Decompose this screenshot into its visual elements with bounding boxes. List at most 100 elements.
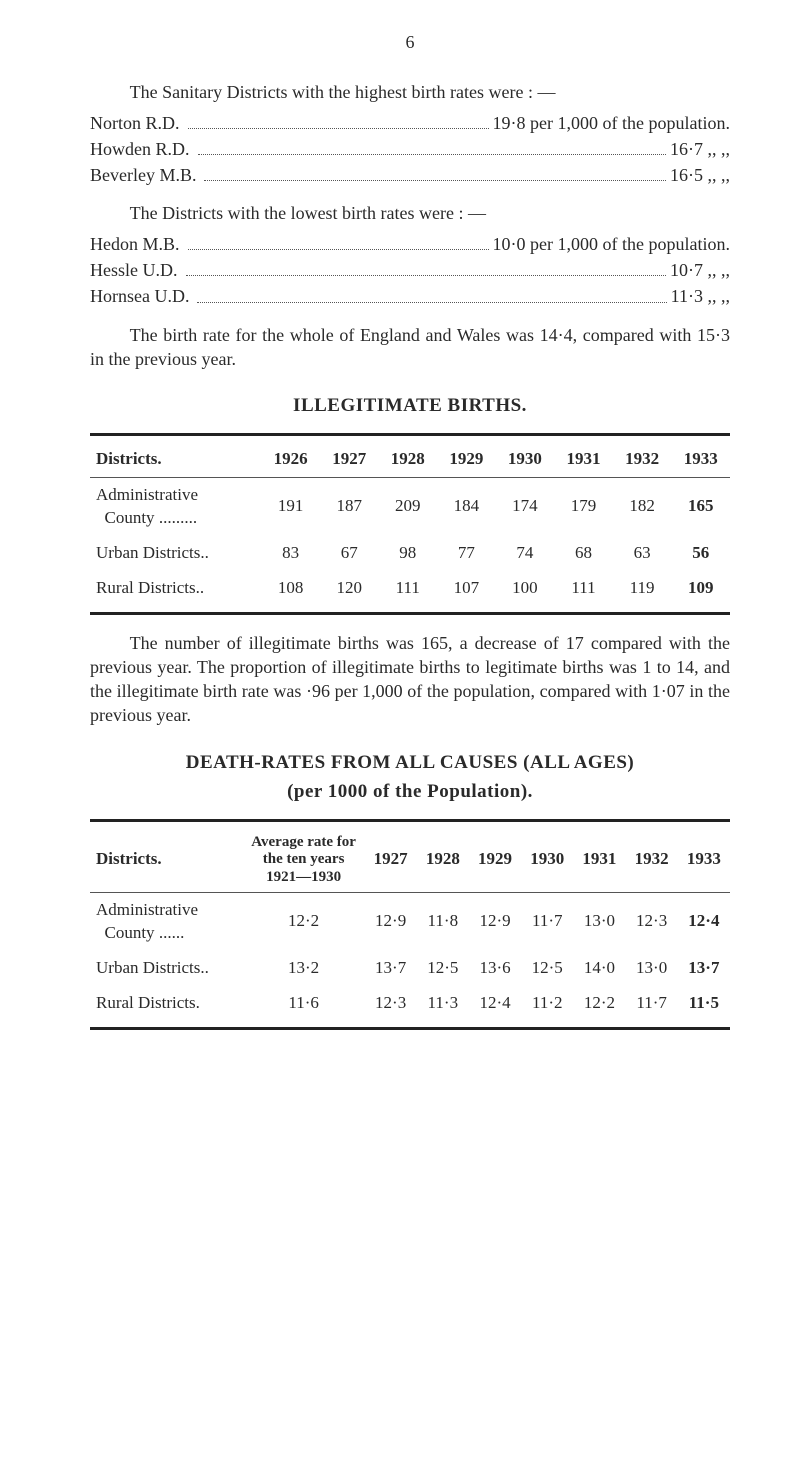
table-row: Administrative County ...... 12·2 12·9 1… bbox=[90, 892, 730, 950]
rule-thick bbox=[90, 433, 730, 436]
cell: 12·9 bbox=[469, 892, 521, 950]
rate-label: Hessle U.D. bbox=[90, 258, 182, 282]
page-number: 6 bbox=[90, 30, 730, 54]
col-header: Districts. bbox=[90, 442, 261, 477]
spacer bbox=[90, 621, 730, 631]
table-header-row: Districts. 1926 1927 1928 1929 1930 1931… bbox=[90, 442, 730, 477]
row-label-b: County bbox=[105, 923, 155, 942]
lowest-rates-list: Hedon M.B. 10·0 per 1,000 of the populat… bbox=[90, 232, 730, 309]
cell: 111 bbox=[554, 571, 613, 606]
row-label: Urban Districts.. bbox=[90, 951, 243, 986]
cell: 11·7 bbox=[521, 892, 573, 950]
cell-bold: 13·7 bbox=[678, 951, 730, 986]
row-label: Rural Districts. bbox=[90, 986, 243, 1021]
row-label-a: Administrative bbox=[96, 485, 198, 504]
col-header: 1930 bbox=[496, 442, 555, 477]
col-header: 1931 bbox=[554, 442, 613, 477]
cell: 11·6 bbox=[243, 986, 365, 1021]
col-header: 1927 bbox=[320, 442, 379, 477]
cell: 111 bbox=[378, 571, 437, 606]
cell: 12·5 bbox=[417, 951, 469, 986]
rate-label: Hornsea U.D. bbox=[90, 284, 193, 308]
cell: 182 bbox=[613, 477, 672, 535]
col-header: 1927 bbox=[365, 828, 417, 892]
leader-dots bbox=[186, 252, 667, 276]
rate-value: 16·7 ,, ,, bbox=[670, 137, 730, 161]
col-header: 1932 bbox=[613, 442, 672, 477]
cell: 11·7 bbox=[626, 986, 678, 1021]
col-header-bold: 1933 bbox=[678, 828, 730, 892]
row-label: Administrative County ......... bbox=[90, 477, 261, 535]
col-header: 1932 bbox=[626, 828, 678, 892]
cell: 11·3 bbox=[417, 986, 469, 1021]
table-illegitimate-births: Districts. 1926 1927 1928 1929 1930 1931… bbox=[90, 433, 730, 615]
rate-line: Hornsea U.D. 11·3 ,, ,, bbox=[90, 284, 730, 308]
cell: 13·6 bbox=[469, 951, 521, 986]
col-header: 1928 bbox=[417, 828, 469, 892]
rate-value: 16·5 ,, ,, bbox=[670, 163, 730, 187]
cell: 12·2 bbox=[243, 892, 365, 950]
cell: 12·9 bbox=[365, 892, 417, 950]
rate-label: Beverley M.B. bbox=[90, 163, 200, 187]
rate-label: Howden R.D. bbox=[90, 137, 194, 161]
col-header: 1928 bbox=[378, 442, 437, 477]
col-header-multiline: Average rate for the ten years 1921—1930 bbox=[243, 828, 365, 892]
table-row: Rural Districts.. 108 120 111 107 100 11… bbox=[90, 571, 730, 606]
highest-rates-list: Norton R.D. 19·8 per 1,000 of the popula… bbox=[90, 111, 730, 188]
table-row: Urban Districts.. 13·2 13·7 12·5 13·6 12… bbox=[90, 951, 730, 986]
row-label-b: County bbox=[105, 508, 155, 527]
paragraph-intro-lowest: The Districts with the lowest birth rate… bbox=[90, 201, 730, 225]
cell: 12·2 bbox=[573, 986, 625, 1021]
cell: 63 bbox=[613, 536, 672, 571]
paragraph-intro-highest: The Sanitary Districts with the highest … bbox=[90, 80, 730, 104]
table-row: Administrative County ......... 191 187 … bbox=[90, 477, 730, 535]
rate-value: 10·7 ,, ,, bbox=[670, 258, 730, 282]
cell-bold: 11·5 bbox=[678, 986, 730, 1021]
heading-illegitimate-births: ILLEGITIMATE BIRTHS. bbox=[90, 393, 730, 419]
cell: 14·0 bbox=[573, 951, 625, 986]
cell: 100 bbox=[496, 571, 555, 606]
rule-thick bbox=[90, 819, 730, 822]
data-table: Districts. Average rate for the ten year… bbox=[90, 828, 730, 1021]
cell: 13·2 bbox=[243, 951, 365, 986]
cell: 187 bbox=[320, 477, 379, 535]
cell-bold: 109 bbox=[671, 571, 730, 606]
leader-dots bbox=[197, 278, 666, 302]
cell: 12·3 bbox=[365, 986, 417, 1021]
cell: 119 bbox=[613, 571, 672, 606]
table-header-row: Districts. Average rate for the ten year… bbox=[90, 828, 730, 892]
cell: 74 bbox=[496, 536, 555, 571]
cell-bold: 165 bbox=[671, 477, 730, 535]
cell: 191 bbox=[261, 477, 320, 535]
row-label: Rural Districts.. bbox=[90, 571, 261, 606]
cell: 13·0 bbox=[626, 951, 678, 986]
table-row: Rural Districts. 11·6 12·3 11·3 12·4 11·… bbox=[90, 986, 730, 1021]
rate-value: 11·3 ,, ,, bbox=[671, 284, 730, 308]
cell: 107 bbox=[437, 571, 496, 606]
col-header: Districts. bbox=[90, 828, 243, 892]
cell: 209 bbox=[378, 477, 437, 535]
table-death-rates: Districts. Average rate for the ten year… bbox=[90, 819, 730, 1030]
data-table: Districts. 1926 1927 1928 1929 1930 1931… bbox=[90, 442, 730, 606]
cell: 67 bbox=[320, 536, 379, 571]
heading-death-rates-a: DEATH-RATES FROM ALL CAUSES (ALL AGES) bbox=[90, 750, 730, 776]
cell: 68 bbox=[554, 536, 613, 571]
rate-label: Norton R.D. bbox=[90, 111, 184, 135]
rule-thick bbox=[90, 612, 730, 615]
leader-dots bbox=[204, 157, 666, 181]
table-row: Urban Districts.. 83 67 98 77 74 68 63 5… bbox=[90, 536, 730, 571]
cell: 13·7 bbox=[365, 951, 417, 986]
leader-dots bbox=[188, 226, 489, 250]
cell: 12·4 bbox=[469, 986, 521, 1021]
col-header: 1931 bbox=[573, 828, 625, 892]
cell: 77 bbox=[437, 536, 496, 571]
rate-label: Hedon M.B. bbox=[90, 232, 184, 256]
rule-thick bbox=[90, 1027, 730, 1030]
rate-line: Beverley M.B. 16·5 ,, ,, bbox=[90, 163, 730, 187]
row-label: Administrative County ...... bbox=[90, 892, 243, 950]
row-label: Urban Districts.. bbox=[90, 536, 261, 571]
cell: 11·8 bbox=[417, 892, 469, 950]
cell: 120 bbox=[320, 571, 379, 606]
cell: 11·2 bbox=[521, 986, 573, 1021]
cell: 83 bbox=[261, 536, 320, 571]
